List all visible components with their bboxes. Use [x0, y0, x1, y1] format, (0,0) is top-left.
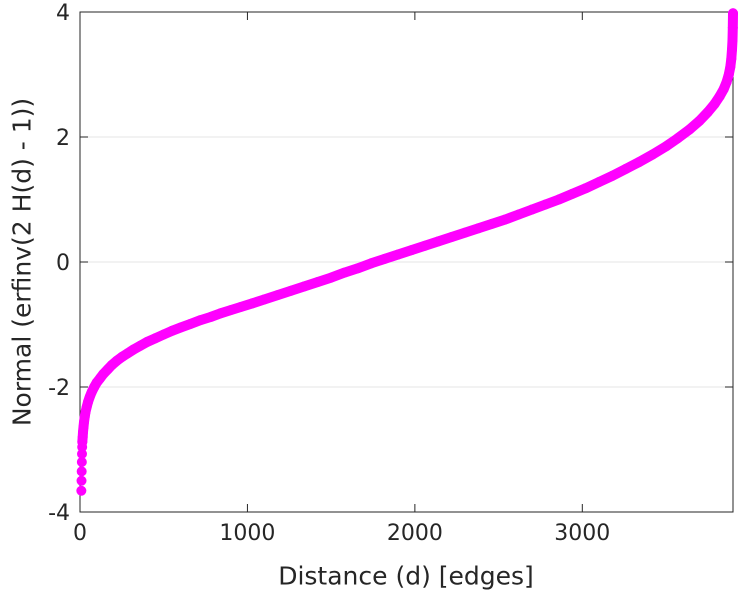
x-tick-label: 0	[73, 521, 87, 546]
data-marker	[684, 124, 695, 135]
tail-marker	[76, 485, 87, 496]
data-marker	[326, 272, 337, 283]
data-marker	[312, 277, 323, 287]
data-marker	[141, 337, 152, 347]
data-marker	[272, 290, 283, 301]
data-marker	[185, 318, 196, 329]
data-marker	[727, 35, 738, 46]
data-marker	[205, 312, 216, 322]
data-marker	[446, 232, 457, 242]
data-marker	[594, 177, 605, 187]
tail-marker	[76, 475, 87, 486]
data-marker	[721, 77, 732, 87]
y-tick-label: 2	[56, 126, 70, 151]
data-curve	[77, 8, 738, 447]
data-marker	[723, 69, 734, 80]
data-marker	[709, 98, 720, 109]
x-tick-label: 3000	[554, 521, 610, 546]
data-marker	[195, 315, 206, 326]
data-marker	[366, 258, 377, 269]
data-marker	[339, 267, 350, 278]
data-marker	[540, 199, 551, 210]
data-marker	[728, 8, 738, 19]
data-marker	[235, 302, 246, 312]
data-marker	[726, 53, 737, 64]
data-marker	[726, 44, 737, 55]
data-marker	[725, 62, 736, 72]
data-marker	[285, 285, 296, 296]
data-marker	[553, 194, 564, 205]
data-marker	[647, 149, 658, 160]
data-marker	[473, 223, 484, 234]
data-marker	[513, 209, 524, 220]
data-marker	[259, 294, 270, 305]
data-marker	[379, 253, 390, 264]
data-marker	[634, 157, 645, 167]
data-marker	[500, 214, 511, 225]
data-marker	[167, 325, 178, 336]
data-marker	[175, 322, 186, 333]
y-tick-label: 0	[56, 251, 70, 276]
data-marker	[727, 22, 738, 33]
data-marker	[694, 115, 705, 126]
data-marker	[150, 333, 161, 344]
x-tick-label: 2000	[387, 521, 443, 546]
data-marker	[247, 298, 258, 309]
data-marker	[661, 141, 672, 152]
x-tick-label: 1000	[219, 521, 275, 546]
y-tick-label: -4	[48, 501, 70, 526]
y-tick-label: 4	[56, 1, 70, 26]
data-marker	[607, 170, 618, 181]
data-marker	[225, 305, 236, 316]
data-marker	[460, 227, 471, 238]
x-axis-label: Distance (d) [edges]	[278, 561, 534, 591]
data-marker	[527, 204, 538, 215]
data-marker	[620, 163, 631, 174]
data-marker	[567, 188, 578, 199]
tail-marker	[77, 442, 88, 452]
data-marker	[486, 218, 497, 229]
data-marker	[702, 107, 713, 117]
data-marker	[215, 308, 226, 319]
data-marker	[299, 281, 310, 292]
data-marker	[672, 133, 683, 144]
data-marker	[393, 249, 404, 260]
y-tick-label: -2	[48, 376, 70, 401]
tail-marker	[76, 466, 87, 477]
data-marker	[406, 245, 417, 256]
data-marker	[714, 91, 725, 102]
y-axis-label: Normal (erfinv(2 H(d) - 1))	[7, 97, 37, 427]
data-marker	[433, 236, 444, 247]
data-marker	[580, 183, 591, 194]
data-marker	[419, 240, 430, 251]
data-marker	[352, 263, 363, 274]
tail-marker	[76, 457, 87, 467]
data-marker	[158, 329, 169, 340]
